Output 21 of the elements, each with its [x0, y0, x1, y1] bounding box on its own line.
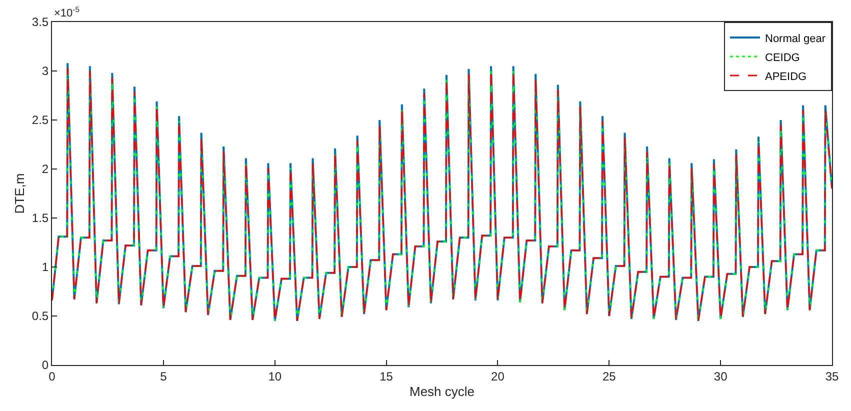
y-tick-label: 1.5 [32, 211, 49, 226]
text: ×10$^{-5}$ [54, 5, 80, 20]
legend-label: Normal gear [765, 32, 826, 45]
x-tick-label: 15 [380, 369, 394, 384]
y-tick-label: 1 [42, 260, 49, 274]
y-tick-label: 3.5 [32, 15, 49, 30]
y-tick-label: 2.5 [32, 113, 49, 128]
y-axis-title: DTE,m [12, 173, 27, 214]
x-tick-label: 30 [714, 369, 728, 384]
x-tick-label: 5 [160, 369, 168, 384]
x-tick-label: 35 [825, 369, 839, 384]
x-axis-title: Mesh cycle [409, 384, 475, 399]
y-tick-label: 3 [42, 64, 49, 78]
x-tick-label: 25 [602, 369, 616, 384]
y-tick-label: 0 [42, 358, 49, 372]
x-tick-label: 20 [491, 369, 505, 384]
y-tick-label: 2 [42, 162, 49, 176]
y-tick-label: 0.5 [32, 309, 49, 324]
legend-label: CEIDG [765, 52, 800, 64]
x-tick-label: 10 [268, 369, 282, 384]
legend-label: APEIDG [765, 70, 807, 83]
